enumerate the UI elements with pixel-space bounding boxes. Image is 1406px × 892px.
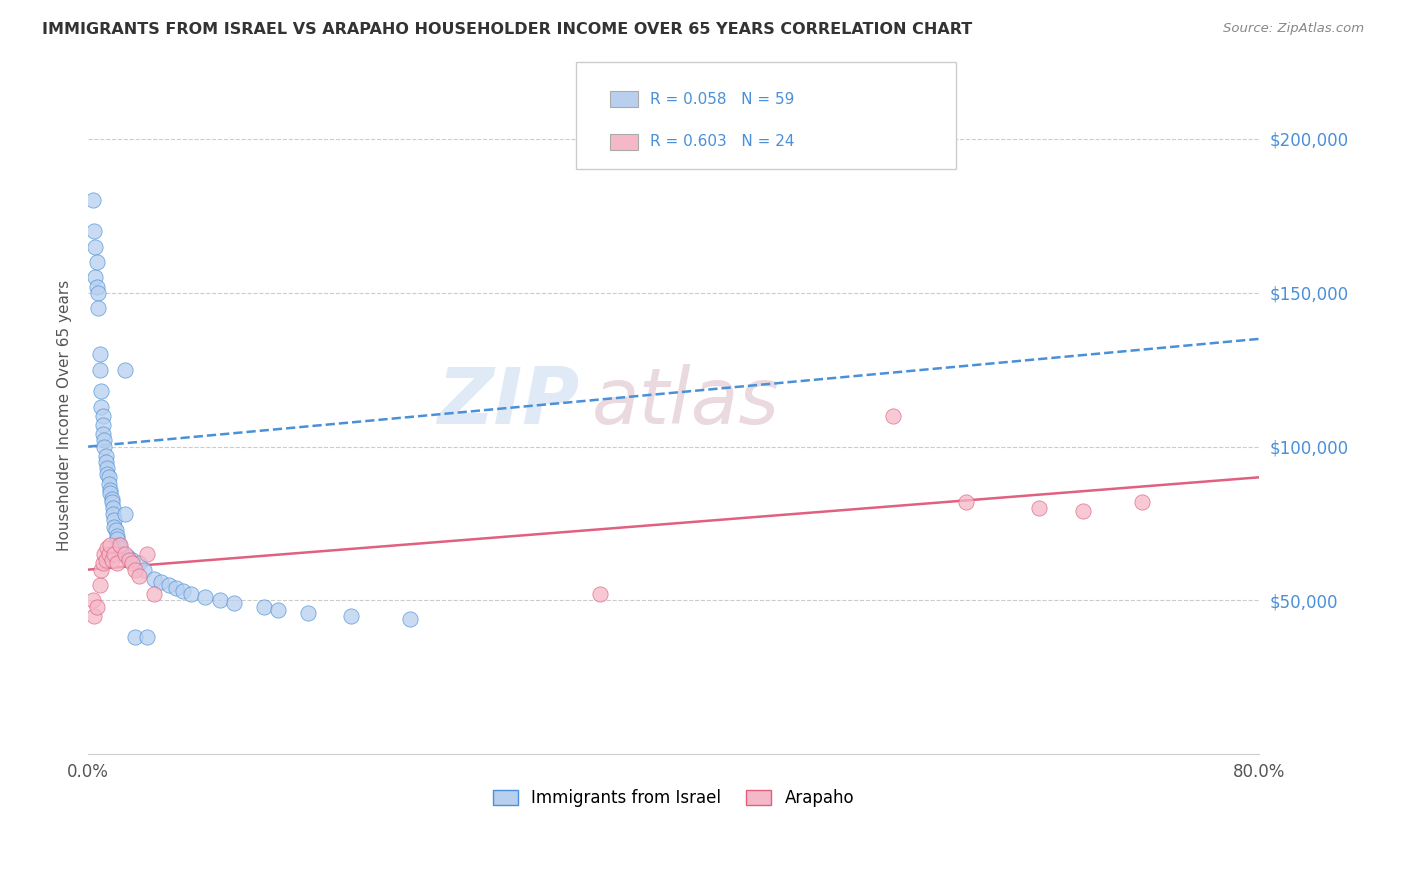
Point (86, 599, 108, 614)
Point (91, 418, 114, 433)
Text: IMMIGRANTS FROM ISRAEL VS ARAPAHO HOUSEHOLDER INCOME OVER 65 YEARS CORRELATION C: IMMIGRANTS FROM ISRAEL VS ARAPAHO HOUSEH… (42, 22, 973, 37)
Legend: Immigrants from Israel, Arapaho: Immigrants from Israel, Arapaho (486, 782, 860, 814)
Point (118, 553, 141, 567)
Point (1028, 501, 1050, 516)
Point (91, 409, 114, 423)
Point (87, 301, 110, 315)
Point (135, 630, 157, 644)
Point (108, 538, 131, 552)
Point (104, 523, 127, 537)
Text: R = 0.058   N = 59: R = 0.058 N = 59 (650, 92, 794, 106)
Point (101, 501, 124, 516)
Point (150, 574, 173, 589)
Point (121, 553, 143, 567)
Point (107, 532, 129, 546)
Point (97, 470, 120, 484)
Point (172, 584, 194, 599)
Text: atlas: atlas (592, 364, 779, 441)
Point (110, 538, 132, 552)
Point (89, 578, 111, 592)
Point (882, 409, 904, 423)
Point (224, 597, 246, 611)
Point (96, 461, 118, 475)
Point (97, 547, 120, 561)
Point (93, 440, 115, 454)
Point (955, 495, 977, 509)
Point (97, 476, 120, 491)
Point (100, 495, 122, 509)
Point (208, 593, 231, 607)
Point (93, 434, 115, 448)
Point (96, 467, 118, 482)
Point (135, 547, 157, 561)
Point (83, 224, 105, 238)
Point (103, 513, 125, 527)
Point (117, 550, 139, 565)
Point (143, 587, 166, 601)
Point (180, 587, 202, 601)
Point (124, 630, 146, 644)
Point (132, 563, 155, 577)
Point (107, 529, 129, 543)
Point (114, 547, 136, 561)
Point (103, 519, 125, 533)
Point (253, 599, 276, 614)
Point (94, 449, 117, 463)
Point (128, 557, 150, 571)
Point (101, 508, 124, 522)
Point (267, 602, 290, 616)
Point (98, 485, 121, 500)
Point (111, 547, 134, 561)
Point (94, 455, 117, 469)
Point (1071, 504, 1094, 518)
Point (589, 587, 612, 601)
Point (86, 255, 108, 269)
Point (91, 557, 114, 571)
Point (165, 581, 187, 595)
Point (114, 508, 136, 522)
Point (94, 553, 117, 567)
Y-axis label: Householder Income Over 65 years: Householder Income Over 65 years (58, 280, 72, 551)
Point (399, 612, 422, 626)
Point (83, 608, 105, 623)
Point (91, 427, 114, 442)
Point (143, 572, 166, 586)
Point (297, 606, 319, 620)
Point (82, 194, 104, 208)
Point (110, 541, 132, 555)
Point (98, 483, 121, 497)
Text: ZIP: ZIP (437, 364, 579, 441)
Point (128, 569, 150, 583)
Point (100, 553, 122, 567)
Point (90, 563, 112, 577)
Point (82, 593, 104, 607)
Point (194, 591, 217, 605)
Text: Source: ZipAtlas.com: Source: ZipAtlas.com (1223, 22, 1364, 36)
Point (98, 538, 121, 552)
Point (93, 547, 115, 561)
Point (157, 578, 180, 592)
Point (90, 400, 112, 414)
Point (103, 547, 125, 561)
Point (84, 239, 107, 253)
Point (87, 285, 110, 300)
Point (84, 270, 107, 285)
Point (96, 541, 118, 555)
Point (90, 384, 112, 399)
Point (107, 557, 129, 571)
Point (114, 362, 136, 376)
Point (89, 347, 111, 361)
Point (89, 362, 111, 376)
Point (340, 608, 363, 623)
Text: R = 0.603   N = 24: R = 0.603 N = 24 (650, 135, 794, 149)
Point (86, 279, 108, 293)
Point (1130, 495, 1153, 509)
Point (121, 557, 143, 571)
Point (124, 563, 146, 577)
Point (100, 491, 122, 506)
